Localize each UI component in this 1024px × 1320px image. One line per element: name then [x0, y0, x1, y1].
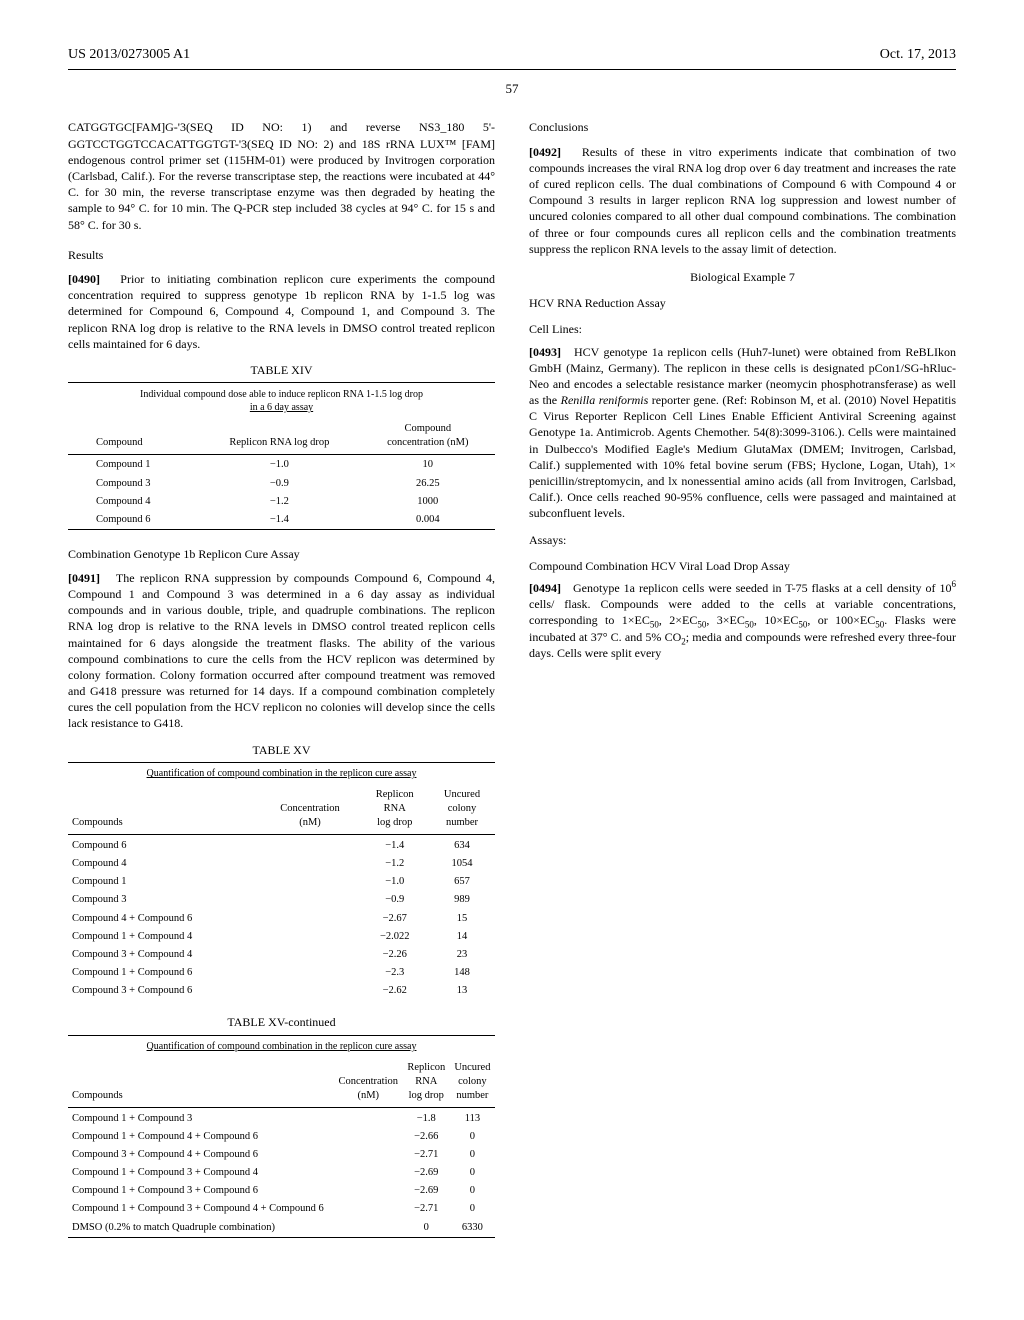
- header-right: Oct. 17, 2013: [880, 46, 956, 65]
- para-text: Results of these in vitro experiments in…: [529, 145, 956, 256]
- col-header: Compound concentration (nM): [361, 418, 495, 455]
- table-row: Compound 6−1.4634: [68, 837, 495, 855]
- table-row: Compound 4−1.21054: [68, 855, 495, 873]
- table-row: Compound 3 + Compound 4−2.2623: [68, 946, 495, 964]
- col-header: Uncuredcolonynumber: [450, 1057, 495, 1108]
- bio-example-heading: Biological Example 7: [529, 269, 956, 285]
- results-heading: Results: [68, 247, 495, 263]
- header-rule: [68, 69, 956, 70]
- paragraph-0493: [0493] HCV genotype 1a replicon cells (H…: [529, 344, 956, 522]
- table-row: Compound 1 + Compound 3 + Compound 4 + C…: [68, 1200, 495, 1218]
- para-num: [0494]: [529, 581, 561, 595]
- col-header: Compounds: [68, 1057, 334, 1108]
- hcv-heading: HCV RNA Reduction Assay: [529, 295, 956, 311]
- col-header: RepliconRNAlog drop: [360, 784, 429, 835]
- para-num: [0491]: [68, 571, 100, 585]
- page-header: US 2013/0273005 A1 Oct. 17, 2013: [68, 46, 956, 65]
- table-title: TABLE XV: [68, 742, 495, 758]
- para-text: The replicon RNA suppression by compound…: [68, 571, 495, 731]
- table-caption: Individual compound dose able to induce …: [68, 385, 495, 418]
- table-row: Compound 1 + Compound 3 + Compound 4−2.6…: [68, 1164, 495, 1182]
- table-caption: Quantification of compound combination i…: [68, 1037, 495, 1057]
- paragraph-0490: [0490] Prior to initiating combination r…: [68, 271, 495, 352]
- para-text: Prior to initiating combination replicon…: [68, 272, 495, 351]
- table-title: TABLE XV-continued: [68, 1014, 495, 1030]
- table-row: Compound 1 + Compound 4−2.02214: [68, 928, 495, 946]
- table-row: Compound 3−0.926.25: [68, 475, 495, 493]
- table-row: Compound 1−1.010: [68, 456, 495, 474]
- table-row: Compound 3 + Compound 6−2.6213: [68, 982, 495, 1000]
- table-caption: Quantification of compound combination i…: [68, 764, 495, 784]
- paragraph-0491: [0491] The replicon RNA suppression by c…: [68, 570, 495, 732]
- header-left: US 2013/0273005 A1: [68, 46, 190, 65]
- col-header: Replicon RNA log drop: [198, 418, 360, 455]
- table-row: Compound 6−1.40.004: [68, 511, 495, 530]
- table-row: Compound 3 + Compound 4 + Compound 6−2.7…: [68, 1146, 495, 1164]
- col-header: Concentration(nM): [334, 1057, 403, 1108]
- table-row: Compound 1 + Compound 3 + Compound 6−2.6…: [68, 1182, 495, 1200]
- paragraph-top: CATGGTGC[FAM]G-'3(SEQ ID NO: 1) and reve…: [68, 119, 495, 232]
- conclusions-heading: Conclusions: [529, 119, 956, 135]
- col-header: Uncuredcolonynumber: [429, 784, 495, 835]
- table: Quantification of compound combination i…: [68, 762, 495, 1001]
- col-header: Concentration(nM): [260, 784, 361, 835]
- table-row: Compound 1 + Compound 6−2.3148: [68, 964, 495, 982]
- col-header: Compounds: [68, 784, 260, 835]
- table-row: Compound 1−1.0657: [68, 873, 495, 891]
- paragraph-0494: [0494] Genotype 1a replicon cells were s…: [529, 580, 956, 661]
- para-num: [0492]: [529, 145, 561, 159]
- table-row: Compound 3−0.9989: [68, 891, 495, 909]
- table-row: DMSO (0.2% to match Quadruple combinatio…: [68, 1219, 495, 1238]
- table-row: Compound 4 + Compound 6−2.6715: [68, 910, 495, 928]
- table-xv: TABLE XV Quantification of compound comb…: [68, 742, 495, 1001]
- table: Individual compound dose able to induce …: [68, 382, 495, 532]
- combo-assay-heading: Compound Combination HCV Viral Load Drop…: [529, 558, 956, 574]
- table-xiv: TABLE XIV Individual compound dose able …: [68, 362, 495, 532]
- table-row: Compound 4−1.21000: [68, 493, 495, 511]
- paragraph-0492: [0492] Results of these in vitro experim…: [529, 144, 956, 257]
- col-header: RepliconRNAlog drop: [403, 1057, 450, 1108]
- table-xv-continued: TABLE XV-continued Quantification of com…: [68, 1014, 495, 1239]
- para-num: [0490]: [68, 272, 100, 286]
- assays-heading: Assays:: [529, 532, 956, 548]
- col-header: Compound: [68, 418, 198, 455]
- para-num: [0493]: [529, 345, 561, 359]
- page-number: 57: [68, 80, 956, 98]
- table-row: Compound 1 + Compound 3−1.8113: [68, 1110, 495, 1128]
- table: Quantification of compound combination i…: [68, 1035, 495, 1240]
- content-columns: CATGGTGC[FAM]G-'3(SEQ ID NO: 1) and reve…: [68, 119, 956, 1249]
- table-row: Compound 1 + Compound 4 + Compound 6−2.6…: [68, 1128, 495, 1146]
- table-title: TABLE XIV: [68, 362, 495, 378]
- combo-heading: Combination Genotype 1b Replicon Cure As…: [68, 546, 495, 562]
- cell-lines-heading: Cell Lines:: [529, 321, 956, 337]
